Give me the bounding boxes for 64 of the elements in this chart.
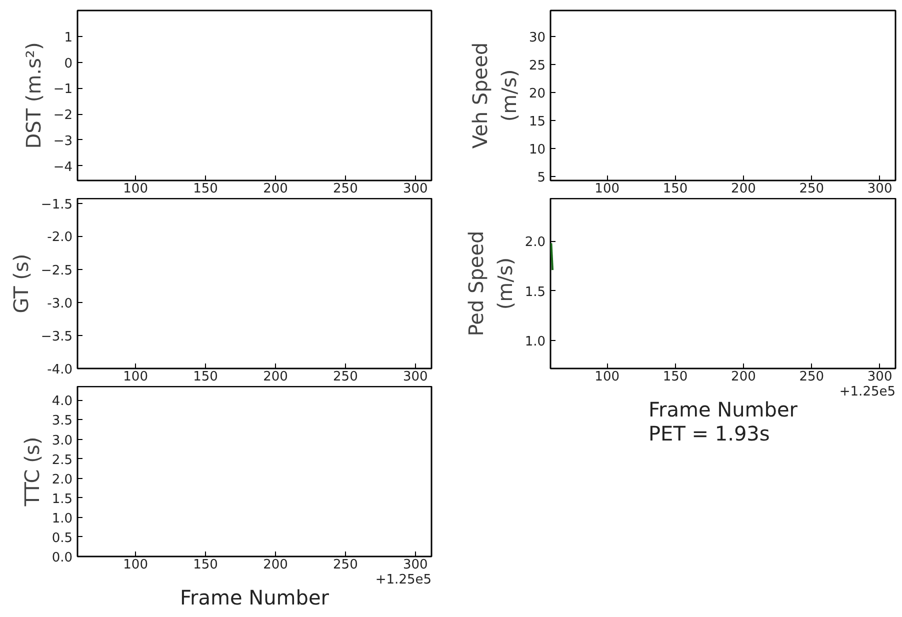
x-tick-label: 200 bbox=[263, 370, 288, 384]
y-tick-label: −2.5 bbox=[40, 263, 73, 278]
y-tick-label: −3.5 bbox=[40, 329, 73, 344]
x-tick-label: 150 bbox=[662, 182, 688, 196]
x-tick-label: 250 bbox=[333, 182, 358, 196]
y-tick-label: 10 bbox=[528, 142, 546, 158]
x-tick-label: 200 bbox=[731, 182, 756, 196]
y-tick-label: -4.0 bbox=[47, 362, 73, 378]
x-tick-label: 200 bbox=[731, 370, 756, 384]
y-axis-title: TTC (s) bbox=[20, 436, 44, 508]
x-tick-label: 300 bbox=[867, 370, 892, 384]
x-tick-label: 300 bbox=[403, 558, 428, 572]
y-tick-label: 0.0 bbox=[52, 550, 73, 566]
y-axis-title: Ped Speed (m/s) bbox=[464, 230, 517, 336]
y-tick-label: 1.5 bbox=[52, 492, 73, 507]
y-tick-label: 20 bbox=[528, 86, 546, 102]
y-tick-label: 1 bbox=[64, 30, 73, 46]
y-tick-label: 1.5 bbox=[524, 284, 546, 300]
y-tick-label: −1 bbox=[53, 82, 73, 98]
x-tick-label: 100 bbox=[594, 370, 620, 384]
y-tick-label: 30 bbox=[528, 30, 546, 46]
y-tick-label: 4.0 bbox=[52, 394, 73, 410]
y-tick-label: −1.5 bbox=[40, 198, 73, 212]
y-tick-label: 2.0 bbox=[524, 235, 546, 250]
text: +1.25e5 bbox=[375, 572, 432, 588]
x-tick-label: 250 bbox=[799, 370, 824, 384]
x-tick-label: 150 bbox=[662, 370, 688, 384]
y-tick-label: 5 bbox=[537, 170, 546, 186]
y-tick-label: −3 bbox=[53, 134, 73, 149]
y-tick-label: -2.0 bbox=[47, 230, 73, 246]
x-tick-label: 300 bbox=[403, 182, 428, 196]
y-tick-label: 3.0 bbox=[52, 433, 73, 448]
y-axis-title: DST (m.s²) bbox=[21, 42, 46, 149]
x-tick-label: 150 bbox=[193, 558, 218, 572]
x-axis-title: Frame Number PET = 1.93s bbox=[648, 398, 798, 446]
y-tick-label: 2.5 bbox=[52, 452, 73, 468]
y-tick-label: 25 bbox=[528, 58, 546, 74]
y-tick-label: −2 bbox=[53, 108, 73, 123]
x-tick-label: 200 bbox=[263, 182, 288, 196]
y-tick-label: 0 bbox=[64, 56, 73, 72]
x-tick-label: 250 bbox=[333, 558, 358, 572]
y-axis-title: GT (s) bbox=[8, 254, 33, 314]
x-tick-label: 100 bbox=[123, 182, 148, 196]
y-tick-label: −4 bbox=[53, 160, 73, 175]
x-axis-title: Frame Number bbox=[180, 586, 330, 610]
text: +1.25e5 bbox=[839, 384, 896, 400]
x-tick-label: 300 bbox=[867, 182, 892, 196]
x-tick-label: 100 bbox=[123, 370, 148, 384]
x-tick-label: 250 bbox=[799, 182, 824, 196]
x-tick-label: 100 bbox=[594, 182, 620, 196]
y-tick-label: 0.5 bbox=[52, 530, 73, 546]
y-tick-label: 2.0 bbox=[52, 472, 73, 488]
x-tick-label: 250 bbox=[333, 370, 358, 384]
y-tick-label: 1.0 bbox=[524, 334, 546, 350]
y-tick-label: 15 bbox=[528, 114, 546, 130]
x-tick-label: 300 bbox=[403, 370, 428, 384]
x-tick-label: 150 bbox=[193, 370, 218, 384]
y-tick-label: 1.0 bbox=[52, 511, 73, 526]
y-axis-title: Veh Speed (m/s) bbox=[468, 42, 521, 149]
x-tick-label: 100 bbox=[123, 558, 148, 572]
y-tick-label: -3.0 bbox=[47, 296, 73, 312]
x-tick-label: 200 bbox=[263, 558, 288, 572]
y-tick-label: 3.5 bbox=[52, 414, 73, 429]
x-tick-label: 150 bbox=[193, 182, 218, 196]
